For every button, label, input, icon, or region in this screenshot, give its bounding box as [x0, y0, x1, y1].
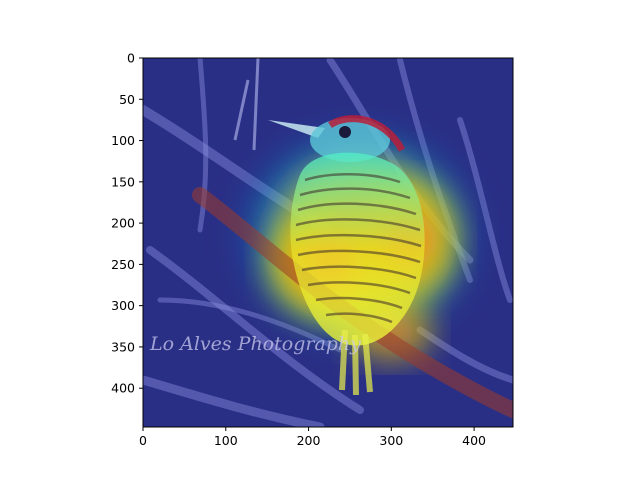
x-axis: 0 100 200 300 400 — [139, 427, 486, 448]
y-tick-label: 350 — [111, 339, 135, 354]
x-tick-label: 200 — [297, 433, 321, 448]
y-tick-label: 200 — [111, 216, 135, 231]
y-tick-label: 50 — [119, 92, 135, 107]
y-axis: 0 50 100 150 200 250 300 350 400 — [111, 51, 143, 396]
plot-frame — [142, 57, 514, 428]
y-tick-label: 400 — [111, 381, 135, 396]
x-tick-label: 400 — [462, 433, 486, 448]
photo-watermark: Lo Alves Photography — [149, 333, 361, 355]
y-tick-label: 0 — [127, 51, 135, 66]
bird-image — [192, 58, 513, 418]
x-tick-label: 100 — [214, 433, 238, 448]
plot-area: Lo Alves Photography — [143, 58, 513, 427]
x-tick-label: 0 — [139, 433, 147, 448]
y-tick-label: 300 — [111, 298, 135, 313]
y-tick-label: 250 — [111, 257, 135, 272]
y-tick-label: 100 — [111, 133, 135, 148]
y-tick-label: 150 — [111, 174, 135, 189]
x-tick-label: 300 — [379, 433, 403, 448]
